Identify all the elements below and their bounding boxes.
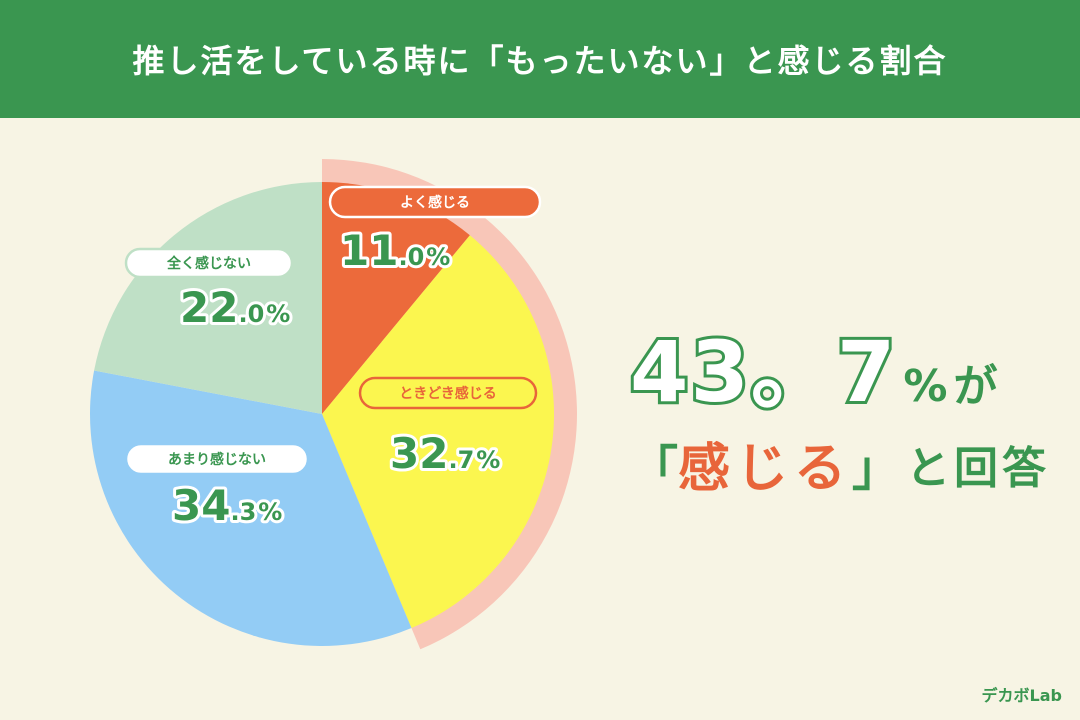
slice-label: 全く感じない <box>166 255 251 272</box>
summary-line-1: 43 。 7 % が <box>627 305 1070 424</box>
slice-percent: 22.0% <box>180 283 290 332</box>
summary-line-2: 「 感じる 」 と回答 <box>630 426 1070 501</box>
slice-percent: 34.3% <box>172 481 282 530</box>
pie-slice <box>322 235 555 629</box>
summary-value-dec: 7 <box>834 320 898 424</box>
slice-percent: 32.7% <box>390 429 500 478</box>
brand-logo: デカボLab <box>981 686 1062 705</box>
summary-close-bracket: 」 <box>852 440 901 497</box>
summary-value-int: 43 <box>627 320 752 424</box>
pie-chart: よく感じる 11.0% ときどき感じる 32.7% あまり感じない 34.3% 全く感じない… <box>89 159 578 650</box>
slice-percent: 11.0% <box>340 226 450 275</box>
slice-label: よく感じる <box>400 194 470 211</box>
summary-open-bracket: 「 <box>630 440 679 497</box>
pie-slice <box>89 370 412 647</box>
slice-label-pill <box>358 376 538 410</box>
summary-percent: % <box>903 361 948 412</box>
summary-ga: が <box>953 361 998 412</box>
slice-label: ときどき感じる <box>399 385 497 402</box>
slice-label-pill <box>124 247 294 279</box>
header-bar: 推し活をしている時に「もったいない」と感じる割合 <box>0 0 1080 118</box>
slice-label: あまり感じない <box>168 451 266 468</box>
slice-label-pill <box>124 442 310 476</box>
slice-label-pill <box>328 185 542 219</box>
summary-tail: と回答 <box>906 442 1051 494</box>
summary-accent-text: 感じる <box>678 439 853 499</box>
summary-value-sep: 。 <box>748 320 838 424</box>
pie-slice <box>94 182 322 414</box>
page-title: 推し活をしている時に「もったいない」と感じる割合 <box>132 42 948 80</box>
summary-callout: 43 。 7 % が 「 感じる 」 と回答 <box>627 305 1070 501</box>
pie-slice <box>322 182 470 414</box>
